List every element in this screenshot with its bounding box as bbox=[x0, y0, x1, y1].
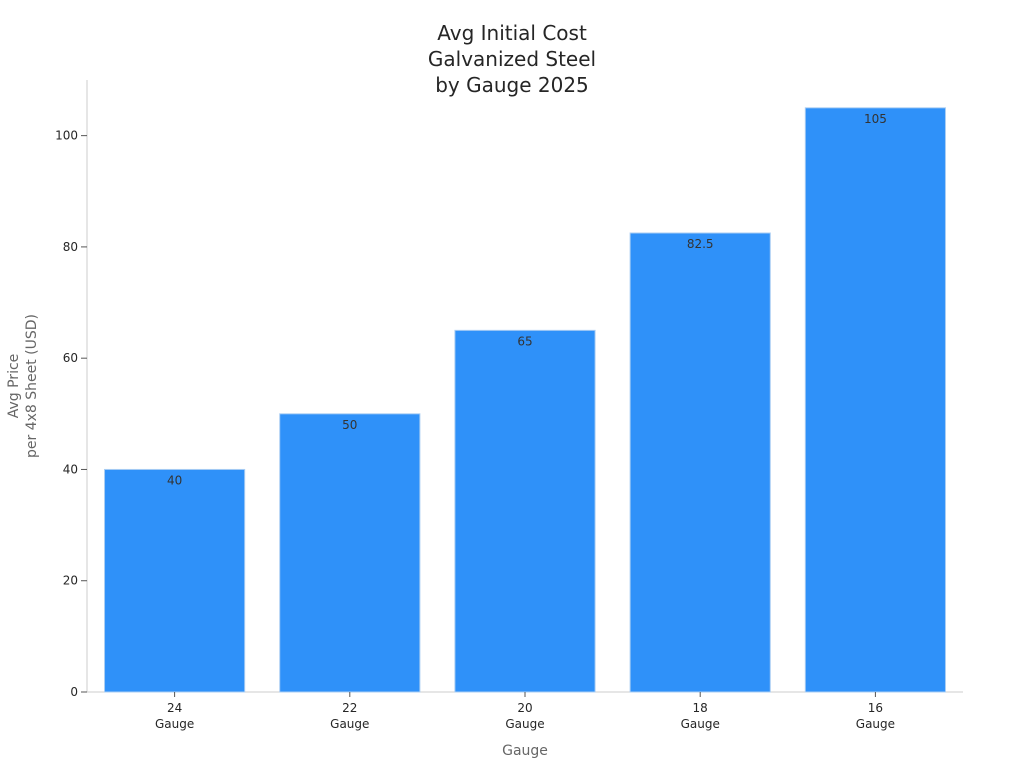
x-ticks: 24 Gauge 22 Gauge 20 Gauge 18 Gauge 16 Gauge bbox=[155, 692, 895, 731]
chart-title-line-2: Galvanized Steel bbox=[428, 47, 596, 71]
x-tick-label-value: 22 bbox=[342, 701, 357, 715]
bar bbox=[804, 107, 946, 693]
x-tick-label-unit: Gauge bbox=[681, 717, 720, 731]
bar-data-label: 105 bbox=[864, 112, 887, 126]
y-ticks: 0 20 40 60 80 100 bbox=[55, 129, 87, 699]
y-axis-title-line-1: Avg Price bbox=[6, 354, 22, 419]
y-tick-label: 0 bbox=[70, 685, 78, 699]
y-axis-title-line-2: per 4x8 Sheet (USD) bbox=[24, 314, 40, 458]
x-axis-title: Gauge bbox=[502, 743, 548, 759]
x-tick-label-value: 20 bbox=[517, 701, 532, 715]
x-tick-label-unit: Gauge bbox=[155, 717, 194, 731]
chart-title-line-1: Avg Initial Cost bbox=[437, 21, 587, 45]
bar-data-label: 40 bbox=[167, 473, 182, 487]
x-tick-label-unit: Gauge bbox=[505, 717, 544, 731]
y-tick-label: 40 bbox=[63, 462, 78, 476]
bar-data-label: 65 bbox=[517, 334, 532, 348]
chart-title-line-3: by Gauge 2025 bbox=[435, 73, 589, 97]
x-tick-label-value: 16 bbox=[868, 701, 883, 715]
y-tick-label: 80 bbox=[63, 240, 78, 254]
x-tick-label-value: 18 bbox=[693, 701, 708, 715]
y-tick-label: 100 bbox=[55, 129, 78, 143]
x-tick-label-value: 24 bbox=[167, 701, 182, 715]
bar-data-label: 82.5 bbox=[687, 237, 714, 251]
bar-data-label: 50 bbox=[342, 418, 357, 432]
bar bbox=[629, 232, 771, 693]
y-tick-label: 20 bbox=[63, 574, 78, 588]
y-axis-title: Avg Price per 4x8 Sheet (USD) bbox=[6, 314, 40, 458]
y-tick-label: 60 bbox=[63, 351, 78, 365]
x-tick-label-unit: Gauge bbox=[856, 717, 895, 731]
bar bbox=[454, 329, 596, 693]
x-tick-label-unit: Gauge bbox=[330, 717, 369, 731]
bars: 40 50 65 82.5 105 bbox=[104, 107, 946, 693]
bar bbox=[104, 468, 246, 693]
bar bbox=[279, 413, 421, 693]
